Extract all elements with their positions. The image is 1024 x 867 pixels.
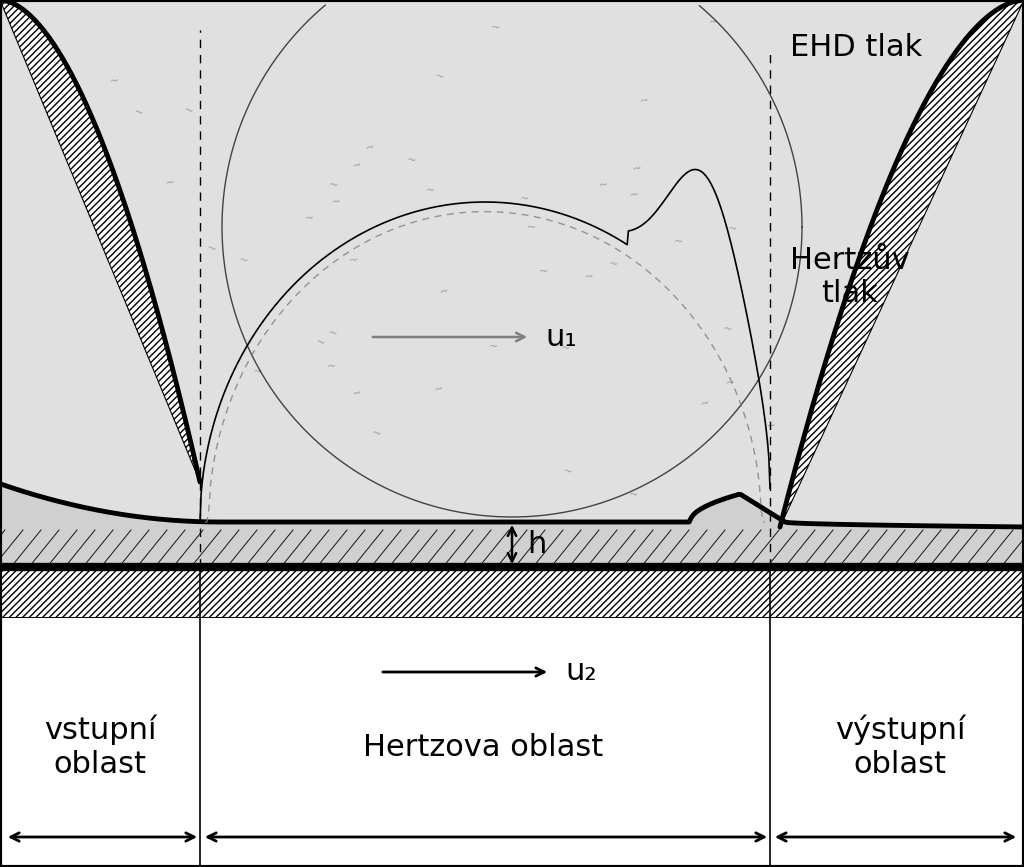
Text: ~: ~: [367, 528, 377, 539]
Text: ~: ~: [371, 428, 382, 440]
Text: ~: ~: [327, 329, 338, 340]
Text: ~: ~: [433, 383, 445, 395]
Text: ~: ~: [425, 186, 435, 196]
Polygon shape: [0, 617, 1024, 867]
Text: u₁: u₁: [545, 323, 577, 351]
Text: ~: ~: [490, 23, 500, 33]
Polygon shape: [0, 482, 1024, 567]
Text: ~: ~: [351, 388, 364, 400]
Text: ~: ~: [438, 286, 450, 298]
Text: ~: ~: [327, 362, 337, 372]
Text: ~: ~: [699, 397, 712, 409]
Text: u₂: u₂: [565, 657, 597, 687]
Text: ~: ~: [598, 180, 609, 191]
Text: ~: ~: [674, 238, 683, 247]
Text: ~: ~: [723, 324, 733, 336]
Text: ~: ~: [725, 378, 736, 389]
Text: ~: ~: [352, 160, 364, 172]
Text: ~: ~: [488, 342, 498, 351]
Text: Hertzův
tlak: Hertzův tlak: [790, 245, 909, 309]
Text: ~: ~: [728, 224, 738, 234]
Polygon shape: [0, 0, 1024, 567]
Text: ~: ~: [584, 271, 595, 283]
Text: ~: ~: [639, 95, 650, 107]
Text: EHD tlak: EHD tlak: [790, 32, 923, 62]
Text: ~: ~: [526, 223, 536, 233]
Text: ~: ~: [238, 255, 249, 267]
Text: ~: ~: [709, 17, 719, 28]
Text: ~: ~: [252, 368, 262, 378]
Text: vstupní
oblast: vstupní oblast: [44, 715, 157, 779]
Text: ~: ~: [632, 163, 643, 174]
Text: ~: ~: [562, 466, 573, 478]
Text: ~: ~: [133, 108, 144, 120]
Text: ~: ~: [165, 178, 176, 189]
Text: ~: ~: [109, 76, 120, 88]
Text: ~: ~: [630, 189, 640, 200]
Text: ~: ~: [348, 255, 358, 265]
Text: ~: ~: [332, 196, 342, 207]
Text: ~: ~: [539, 266, 548, 277]
Text: Hertzova oblast: Hertzova oblast: [362, 733, 603, 761]
Text: ~: ~: [433, 71, 445, 83]
Text: h: h: [527, 530, 547, 559]
Polygon shape: [780, 0, 1024, 527]
Text: ~: ~: [560, 342, 570, 354]
Text: ~: ~: [205, 244, 217, 256]
Text: ~: ~: [329, 179, 339, 191]
Text: ~: ~: [407, 155, 417, 166]
Text: ~: ~: [365, 141, 376, 153]
Text: ~: ~: [182, 106, 195, 118]
Text: ~: ~: [629, 490, 639, 500]
Text: ~: ~: [520, 194, 529, 205]
Polygon shape: [0, 567, 1024, 617]
Text: ~: ~: [608, 258, 618, 270]
Text: ~: ~: [445, 518, 458, 531]
Polygon shape: [0, 0, 200, 482]
Text: výstupní
oblast: výstupní oblast: [835, 715, 966, 779]
Text: ~: ~: [314, 337, 326, 349]
Text: ~: ~: [304, 213, 314, 224]
Text: ~: ~: [766, 420, 777, 432]
